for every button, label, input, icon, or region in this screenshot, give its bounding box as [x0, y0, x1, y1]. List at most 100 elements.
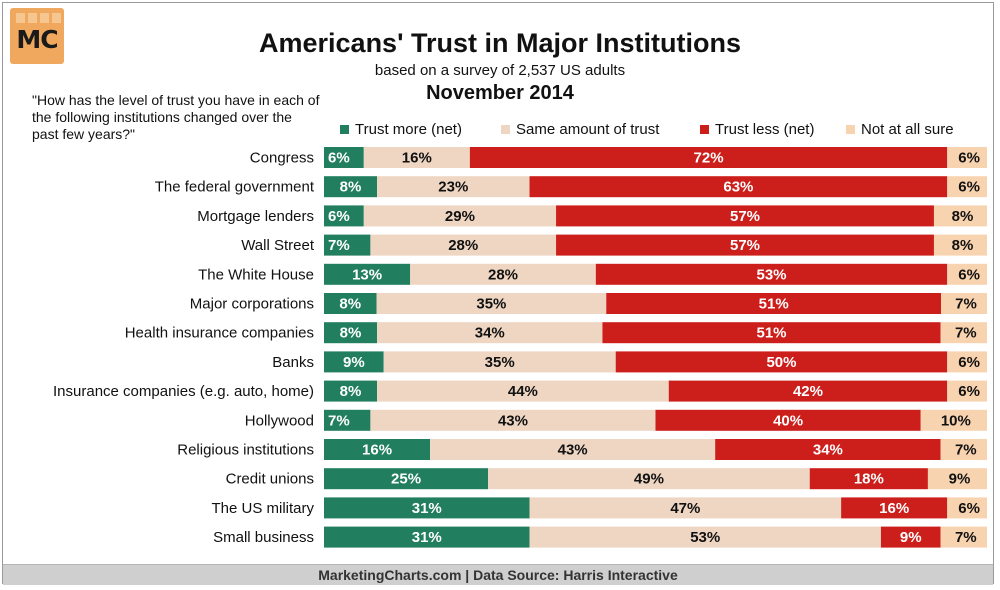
bar-segment-not-sure-wall-street — [933, 234, 987, 256]
data-label-trust-more-hollywood: 7% — [328, 412, 350, 429]
bar-segment-trust-less-major-corporations — [606, 293, 942, 314]
survey-date: November 2014 — [426, 82, 574, 104]
data-label-trust-less-banks: 50% — [766, 354, 796, 371]
legend-item-trust-less: Trust less (net) — [700, 121, 814, 138]
data-label-same-hollywood: 43% — [498, 412, 528, 429]
chart-title: Americans' Trust in Major Institutions — [259, 28, 741, 58]
data-label-not-sure-the-us-military: 6% — [958, 500, 980, 517]
bar-segment-same-credit-unions — [488, 468, 810, 490]
bar-segment-not-sure-health-insurance-companies — [940, 322, 987, 344]
stacked-bar-chart: Congress 6% 16% 72% 6% The federal government… — [53, 147, 987, 548]
bar-segment-same-the-federal-government — [377, 176, 530, 198]
data-label-trust-less-small-business: 9% — [900, 529, 922, 546]
bar-segment-not-sure-banks — [947, 351, 987, 373]
data-label-trust-more-the-federal-government: 8% — [340, 179, 362, 196]
data-label-trust-less-insurance-companies-e-g-auto-home: 42% — [793, 383, 823, 400]
category-label-the-federal-government: The federal government — [155, 179, 315, 196]
category-label-religious-institutions: Religious institutions — [177, 442, 314, 459]
survey-question: "How has the level of trust you have in … — [32, 92, 320, 142]
category-label-mortgage-lenders: Mortgage lenders — [197, 208, 314, 225]
legend-label-trust-more: Trust more (net) — [355, 121, 462, 138]
bar-segment-trust-more-the-us-military — [324, 497, 530, 519]
data-label-not-sure-the-white-house: 6% — [958, 266, 980, 283]
bar-segment-same-wall-street — [370, 234, 557, 256]
bar-segment-trust-less-health-insurance-companies — [602, 322, 941, 344]
legend-swatch-same — [501, 125, 510, 134]
bar-segment-trust-more-major-corporations — [324, 293, 377, 314]
bar-segment-trust-less-banks — [615, 351, 948, 373]
bar-segment-trust-less-insurance-companies-e-g-auto-home — [668, 380, 948, 402]
marketingcharts-logo: MC — [10, 8, 64, 64]
bar-segment-trust-less-the-white-house — [595, 263, 948, 285]
data-label-trust-more-insurance-companies-e-g-auto-home: 8% — [340, 383, 362, 400]
bar-segment-trust-more-religious-institutions — [324, 439, 431, 460]
data-label-same-mortgage-lenders: 29% — [445, 208, 475, 225]
data-label-trust-less-religious-institutions: 34% — [813, 442, 843, 459]
data-label-not-sure-major-corporations: 7% — [955, 296, 977, 313]
bar-segment-not-sure-the-white-house — [947, 263, 987, 285]
bar-segment-trust-more-health-insurance-companies — [324, 322, 378, 344]
data-label-trust-less-health-insurance-companies: 51% — [757, 325, 787, 342]
data-label-not-sure-small-business: 7% — [955, 529, 977, 546]
bar-segment-trust-less-small-business — [880, 526, 941, 548]
data-label-trust-less-mortgage-lenders: 57% — [730, 208, 760, 225]
data-label-trust-more-major-corporations: 8% — [339, 296, 361, 313]
data-label-same-the-us-military: 47% — [670, 500, 700, 517]
bar-segment-same-hollywood — [370, 409, 656, 431]
data-label-trust-more-religious-institutions: 16% — [362, 442, 392, 459]
data-label-trust-less-congress: 72% — [694, 150, 724, 167]
logo-square-4 — [52, 13, 61, 23]
data-label-trust-less-credit-unions: 18% — [854, 471, 884, 488]
data-label-trust-more-health-insurance-companies: 8% — [340, 325, 362, 342]
logo-square-1 — [16, 13, 25, 23]
data-label-not-sure-insurance-companies-e-g-auto-home: 6% — [958, 383, 980, 400]
bar-segment-not-sure-religious-institutions — [940, 439, 987, 460]
logo-square-3 — [40, 13, 49, 23]
data-label-trust-more-banks: 9% — [343, 354, 365, 371]
data-label-same-the-white-house: 28% — [488, 266, 518, 283]
bar-segment-not-sure-congress — [947, 147, 987, 168]
legend-label-not-sure: Not at all sure — [861, 121, 954, 138]
chart-subtitle: based on a survey of 2,537 US adults — [374, 62, 626, 79]
bar-segment-trust-more-credit-unions — [324, 468, 489, 490]
bar-segment-same-religious-institutions — [430, 439, 716, 460]
data-label-not-sure-banks: 6% — [958, 354, 980, 371]
category-label-major-corporations: Major corporations — [190, 296, 314, 313]
bar-segment-trust-less-credit-unions — [809, 468, 928, 490]
data-label-trust-less-major-corporations: 51% — [759, 296, 789, 313]
data-label-trust-less-the-federal-government: 63% — [723, 179, 753, 196]
bar-segment-trust-more-the-federal-government — [324, 176, 378, 198]
category-label-hollywood: Hollywood — [245, 412, 314, 429]
bar-segment-same-mortgage-lenders — [363, 205, 557, 227]
category-label-the-white-house: The White House — [198, 266, 314, 283]
data-label-same-the-federal-government: 23% — [438, 179, 468, 196]
bar-segment-trust-more-the-white-house — [324, 263, 411, 285]
data-label-trust-more-small-business: 31% — [412, 529, 442, 546]
data-label-trust-more-wall-street: 7% — [328, 237, 350, 254]
legend-label-trust-less: Trust less (net) — [715, 121, 815, 138]
category-label-the-us-military: The US military — [211, 500, 314, 517]
bar-segment-same-health-insurance-companies — [377, 322, 603, 344]
bar-segment-trust-less-hollywood — [655, 409, 921, 431]
data-label-trust-more-the-us-military: 31% — [412, 500, 442, 517]
bar-segment-not-sure-mortgage-lenders — [933, 205, 987, 227]
data-label-same-religious-institutions: 43% — [558, 442, 588, 459]
data-label-same-credit-unions: 49% — [634, 471, 664, 488]
data-label-not-sure-congress: 6% — [958, 150, 980, 167]
bar-segment-not-sure-the-us-military — [947, 497, 987, 519]
legend-swatch-trust-less — [700, 125, 709, 134]
data-label-trust-less-wall-street: 57% — [730, 237, 760, 254]
bar-segment-trust-more-banks — [324, 351, 384, 373]
category-label-insurance-companies-e-g-auto-home: Insurance companies (e.g. auto, home) — [53, 383, 314, 400]
data-label-trust-more-the-white-house: 13% — [352, 266, 382, 283]
data-label-not-sure-the-federal-government: 6% — [958, 179, 980, 196]
data-label-same-congress: 16% — [402, 150, 432, 167]
bar-segment-same-the-us-military — [529, 497, 842, 519]
data-label-same-small-business: 53% — [690, 529, 720, 546]
bar-segment-not-sure-credit-unions — [927, 468, 987, 490]
data-label-not-sure-hollywood: 10% — [941, 412, 971, 429]
bar-segment-trust-less-the-us-military — [841, 497, 948, 519]
data-label-trust-less-hollywood: 40% — [773, 412, 803, 429]
legend-swatch-trust-more — [340, 125, 349, 134]
bar-segment-not-sure-major-corporations — [941, 293, 987, 314]
